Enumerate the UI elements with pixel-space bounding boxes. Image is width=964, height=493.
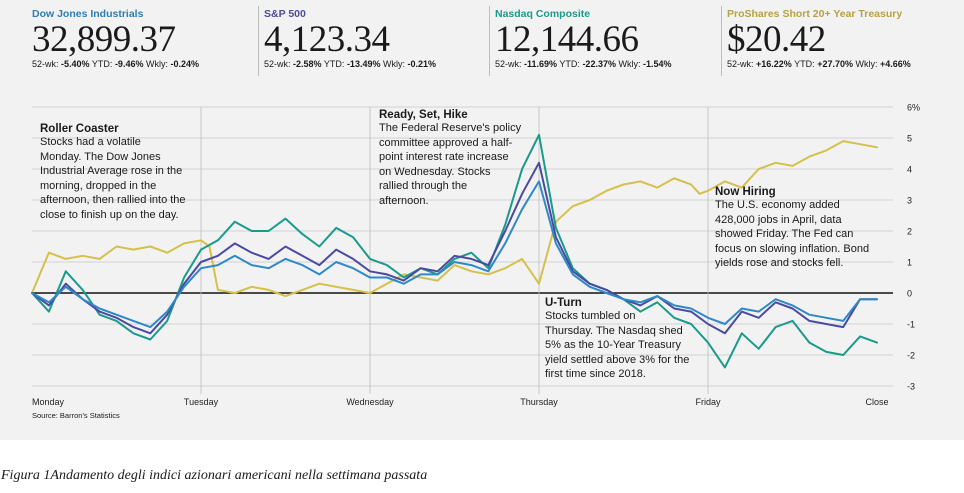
index-card-dow: Dow Jones Industrials 32,899.37 52-wk: -… bbox=[32, 6, 242, 76]
index-name: ProShares Short 20+ Year Treasury bbox=[727, 8, 903, 20]
annotation-line: afternoon, then rallied into the bbox=[40, 194, 186, 206]
x-tick-label: Wednesday bbox=[346, 397, 394, 407]
index-stats: 52-wk: -5.40% YTD: -9.46% Wkly: -0.24% bbox=[32, 59, 242, 69]
stat-value: +16.22% bbox=[756, 59, 792, 69]
stat-label: Wkly: bbox=[382, 59, 405, 69]
y-tick-label: 1 bbox=[907, 258, 912, 268]
annotation-line: yields rose and stocks fell. bbox=[715, 257, 844, 269]
y-tick-label: 4 bbox=[907, 165, 912, 175]
stat-value: -1.54% bbox=[643, 59, 672, 69]
x-tick-label: Monday bbox=[32, 397, 65, 407]
stat-label: YTD: bbox=[794, 59, 815, 69]
x-tick-label: Tuesday bbox=[184, 397, 219, 407]
stat-label: YTD: bbox=[91, 59, 113, 69]
annotation-line: Stocks had a volatile bbox=[40, 136, 141, 148]
annotation-title: Roller Coaster bbox=[40, 123, 119, 135]
stat-value: -2.58% bbox=[293, 59, 322, 69]
index-card-sp500: S&P 500 4,123.34 52-wk: -2.58% YTD: -13.… bbox=[258, 6, 474, 76]
x-tick-label: Close bbox=[865, 397, 888, 407]
x-tick-label: Friday bbox=[695, 397, 721, 407]
annotation-line: first time since 2018. bbox=[545, 368, 646, 380]
annotation-line: focus on slowing inflation. Bond bbox=[715, 242, 870, 255]
annotation-line: 5% as the 10-Year Treasury bbox=[545, 339, 681, 351]
card-divider bbox=[258, 6, 259, 76]
index-value: $20.42 bbox=[727, 19, 826, 60]
chart-source: Source: Barron's Statistics bbox=[32, 411, 120, 420]
index-name: Nasdaq Composite bbox=[495, 8, 591, 20]
annotation-line: Stocks tumbled on bbox=[545, 310, 636, 322]
y-tick-label: 2 bbox=[907, 227, 912, 237]
chart-panel bbox=[0, 0, 964, 440]
annotation-line: Thursday. The Nasdaq shed bbox=[545, 324, 683, 337]
annotation-body: Stocks tumbled on Thursday. The Nasdaq s… bbox=[545, 309, 689, 382]
annotation-line: The U.S. economy added bbox=[715, 199, 840, 211]
card-divider bbox=[721, 6, 722, 76]
annotation-line: committee approved a half- bbox=[379, 136, 513, 149]
y-tick-label: -2 bbox=[907, 351, 915, 361]
index-name: S&P 500 bbox=[264, 8, 306, 20]
stat-label: 52-wk: bbox=[264, 59, 291, 69]
annotation-line: yield settled above 3% for the bbox=[545, 353, 690, 366]
y-tick-label: -1 bbox=[907, 320, 915, 330]
annotation-ready-set-hike: Ready, Set, Hike The Federal Reserve's p… bbox=[379, 109, 521, 208]
annotation-line: close to finish up on the day. bbox=[40, 208, 179, 221]
annotation-line: showed Friday. The Fed can bbox=[715, 228, 854, 240]
stat-value: +27.70% bbox=[817, 59, 853, 69]
line-chart: 6% 5 4 3 2 1 0 -1 -2 -3 Monday Tuesday Wednesday Thur… bbox=[31, 103, 920, 407]
annotation-body: Stocks had a volatile Monday. The Dow Jo… bbox=[40, 135, 186, 222]
stat-label: YTD: bbox=[559, 59, 580, 69]
stat-label: Wkly: bbox=[855, 59, 878, 69]
stat-label: Wkly: bbox=[618, 59, 641, 69]
annotation-line: morning, dropped in the bbox=[40, 179, 157, 192]
stat-value: -0.24% bbox=[170, 59, 200, 69]
stat-label: 52-wk: bbox=[32, 59, 59, 69]
annotation-title: Now Hiring bbox=[715, 186, 776, 198]
y-tick-label: 5 bbox=[907, 134, 912, 144]
index-name: Dow Jones Industrials bbox=[32, 8, 144, 20]
annotation-now-hiring: Now Hiring The U.S. economy added 428,00… bbox=[715, 186, 869, 271]
card-divider bbox=[489, 6, 490, 76]
stat-value: -0.21% bbox=[407, 59, 437, 69]
stat-value: -9.46% bbox=[114, 59, 144, 69]
annotation-line: rallied through the bbox=[379, 180, 468, 192]
stat-value: -5.40% bbox=[61, 59, 90, 69]
annotation-title: Ready, Set, Hike bbox=[379, 109, 468, 121]
series-line bbox=[31, 180, 878, 329]
stat-label: Wkly: bbox=[145, 59, 168, 69]
y-tick-label: 3 bbox=[907, 196, 912, 206]
annotation-line: Industrial Average rose in the bbox=[40, 165, 183, 177]
stat-value: -22.37% bbox=[582, 59, 616, 69]
annotation-u-turn: U-Turn Stocks tumbled on Thursday. The N… bbox=[545, 297, 689, 382]
annotation-line: The Federal Reserve's policy bbox=[379, 122, 522, 134]
annotation-roller-coaster: Roller Coaster Stocks had a volatile Mon… bbox=[40, 123, 186, 222]
figure-caption: Figura 1Andamento degli indici azionari … bbox=[1, 468, 428, 483]
annotation-line: on Wednesday. Stocks bbox=[379, 165, 491, 178]
stat-label: 52-wk: bbox=[495, 59, 522, 69]
annotation-body: The U.S. economy added 428,000 jobs in A… bbox=[715, 198, 869, 271]
y-tick-label: -3 bbox=[907, 382, 915, 392]
x-tick-label: Thursday bbox=[520, 397, 558, 407]
stat-label: 52-wk: bbox=[727, 59, 754, 69]
stat-value: +4.66% bbox=[880, 59, 911, 69]
index-stats: 52-wk: -11.69% YTD: -22.37% Wkly: -1.54% bbox=[495, 59, 710, 69]
annotation-line: point interest rate increase bbox=[379, 151, 509, 163]
index-stats: 52-wk: -2.58% YTD: -13.49% Wkly: -0.21% bbox=[264, 59, 474, 69]
stat-value: -13.49% bbox=[346, 59, 381, 69]
index-card-nasdaq: Nasdaq Composite 12,144.66 52-wk: -11.69… bbox=[489, 6, 710, 76]
annotation-line: 428,000 jobs in April, data bbox=[715, 213, 842, 226]
index-value: 4,123.34 bbox=[264, 19, 390, 60]
index-card-treasury: ProShares Short 20+ Year Treasury $20.42… bbox=[721, 6, 952, 76]
annotation-body: The Federal Reserve's policy committee a… bbox=[379, 121, 521, 208]
stat-label: YTD: bbox=[323, 59, 345, 69]
index-value: 12,144.66 bbox=[495, 19, 639, 60]
series-line bbox=[31, 140, 878, 298]
stat-value: -11.69% bbox=[524, 59, 558, 69]
index-value: 32,899.37 bbox=[32, 19, 176, 60]
annotation-title: U-Turn bbox=[545, 297, 582, 309]
y-tick-label: 0 bbox=[907, 289, 912, 299]
index-stats: 52-wk: +16.22% YTD: +27.70% Wkly: +4.66% bbox=[727, 59, 952, 69]
y-tick-label: 6% bbox=[907, 103, 920, 113]
annotation-line: afternoon. bbox=[379, 194, 429, 207]
annotation-line: Monday. The Dow Jones bbox=[40, 150, 161, 163]
